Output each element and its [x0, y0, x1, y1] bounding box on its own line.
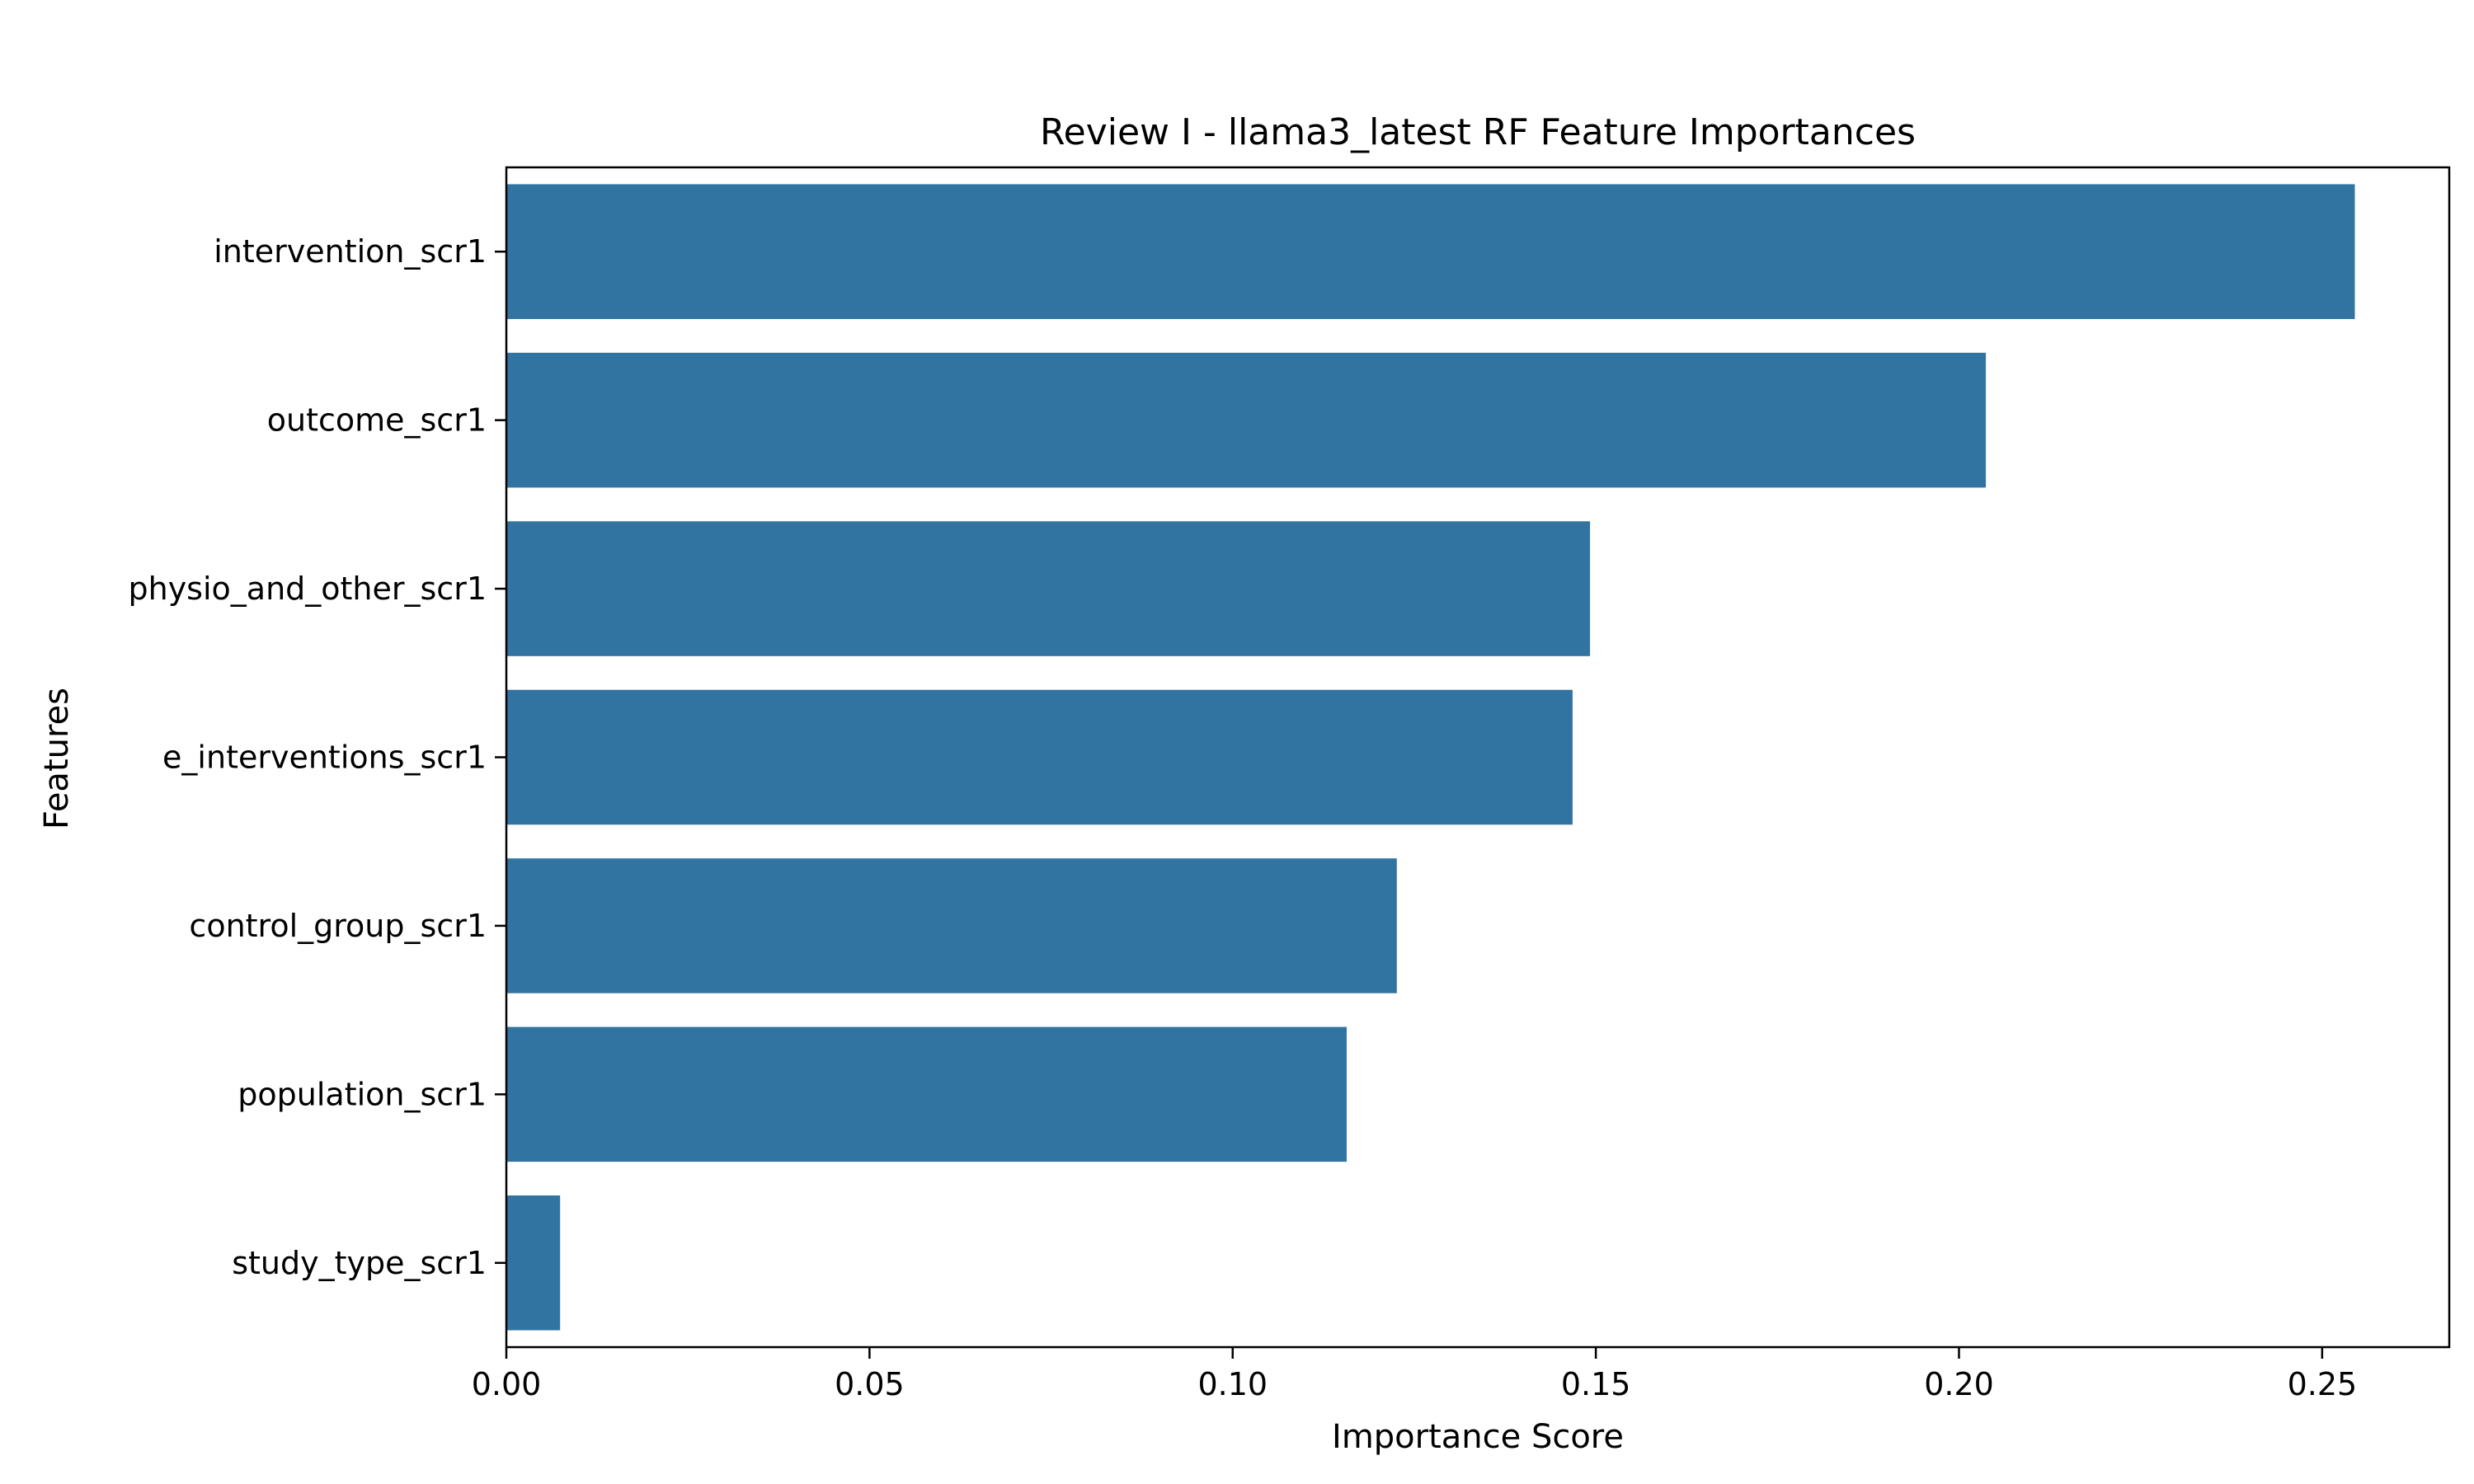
- x-tick-label: 0.25: [2288, 1366, 2358, 1402]
- bar-e-interventions-scr1: [506, 689, 1573, 825]
- bar-intervention-scr1: [506, 184, 2355, 319]
- y-tick-label: outcome_scr1: [267, 402, 487, 439]
- bars-group: [506, 184, 2355, 1331]
- y-tick-labels: intervention_scr1 outcome_scr1 physio_and_…: [128, 233, 506, 1281]
- y-axis-label: Features: [38, 688, 76, 829]
- bar-outcome-scr1: [506, 352, 1987, 488]
- x-tick-label: 0.20: [1924, 1366, 1994, 1402]
- plot-frame: [505, 166, 2451, 1349]
- x-tick-label: 0.10: [1197, 1366, 1268, 1402]
- chart-title: Review I - llama3_latest RF Feature Impo…: [1040, 111, 1916, 153]
- y-tick-label: intervention_scr1: [214, 233, 487, 270]
- bar-physio-and-other-scr1: [506, 521, 1591, 656]
- x-tick-label: 0.00: [472, 1366, 542, 1402]
- x-ticks: 0.00 0.05 0.10 0.15 0.20 0.25: [472, 1347, 2357, 1402]
- y-tick-label: e_interventions_scr1: [162, 740, 487, 776]
- bar-population-scr1: [506, 1026, 1348, 1162]
- x-tick-label: 0.05: [835, 1366, 905, 1402]
- y-tick-label: control_group_scr1: [189, 908, 487, 944]
- bar-study-type-scr1: [506, 1195, 561, 1331]
- x-axis-label: Importance Score: [1332, 1418, 1624, 1456]
- y-tick-label: study_type_scr1: [232, 1245, 487, 1281]
- bar-control-group-scr1: [506, 858, 1397, 993]
- x-tick-label: 0.15: [1561, 1366, 1631, 1402]
- y-tick-label: physio_and_other_scr1: [128, 571, 487, 607]
- y-tick-label: population_scr1: [238, 1076, 487, 1112]
